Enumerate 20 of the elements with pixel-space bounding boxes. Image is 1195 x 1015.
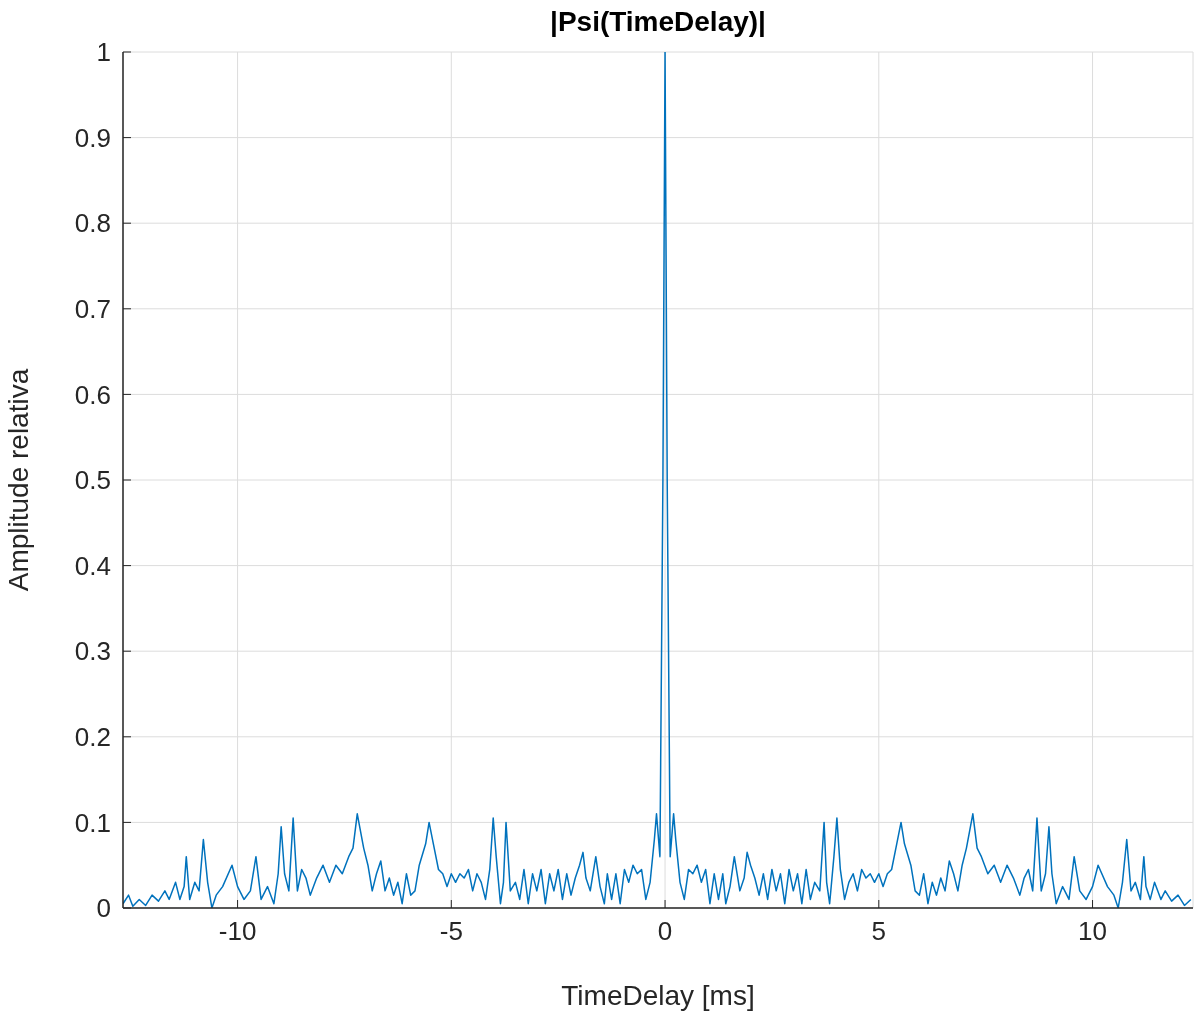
y-tick-label: 0 xyxy=(96,893,111,924)
x-tick-label: -5 xyxy=(439,916,463,947)
y-tick-label: 0.2 xyxy=(74,722,111,753)
x-tick-label: 5 xyxy=(871,916,887,947)
x-tick-label: 10 xyxy=(1078,916,1107,947)
y-tick-label: 0.6 xyxy=(74,379,111,410)
y-tick-label: 0.7 xyxy=(74,294,111,325)
y-tick-label: 0.4 xyxy=(74,550,111,581)
x-axis-title: TimeDelay [ms] xyxy=(561,980,755,1011)
y-tick-label: 0.5 xyxy=(74,465,111,496)
y-tick-label: 1 xyxy=(96,37,111,68)
y-tick-label: 0.8 xyxy=(74,208,111,239)
y-axis-title: Amplitude relativa xyxy=(2,368,34,592)
y-tick-label: 0.3 xyxy=(74,636,111,667)
x-tick-label: -10 xyxy=(218,916,257,947)
line-series xyxy=(123,52,1192,908)
y-tick-label: 0.9 xyxy=(74,122,111,153)
x-tick-label: 0 xyxy=(657,916,673,947)
y-tick-label: 0.1 xyxy=(74,807,111,838)
chart-title: |Psi(TimeDelay)| xyxy=(549,6,767,38)
